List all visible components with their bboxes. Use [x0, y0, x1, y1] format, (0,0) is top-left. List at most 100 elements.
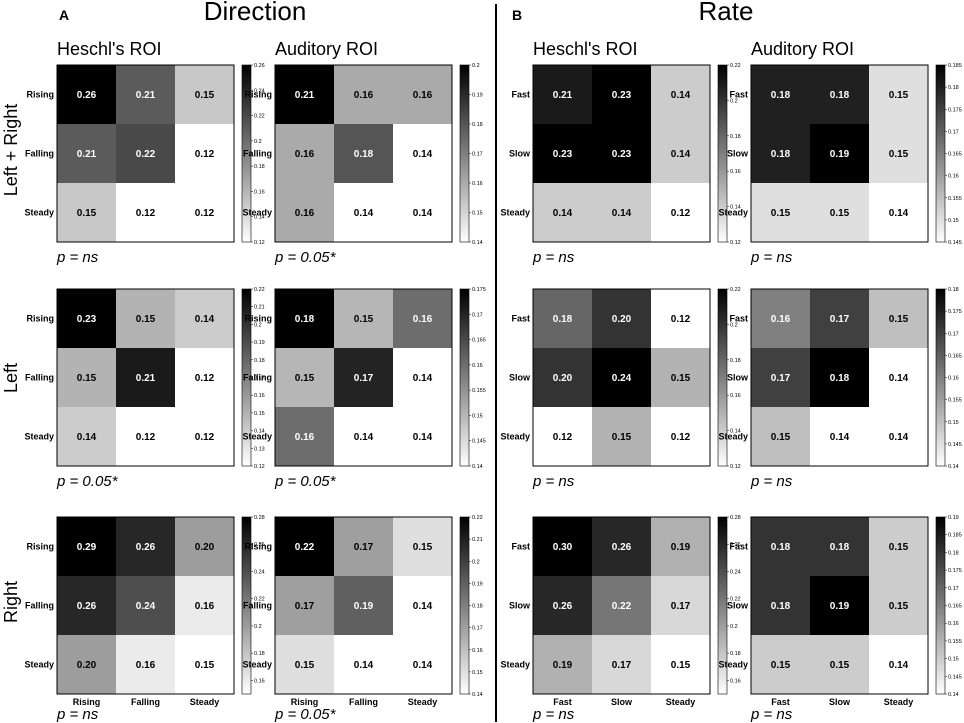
heatmap-cell — [116, 289, 175, 348]
column-label: Fast — [553, 697, 572, 707]
heatmap-cell — [533, 576, 592, 635]
cell-value-label: 0.19 — [671, 542, 691, 553]
colorbar-tick-label: 0.12 — [254, 464, 265, 470]
cell-value-label: 0.22 — [612, 601, 632, 612]
heatmap-cell — [334, 517, 393, 576]
row-label: Fast — [729, 542, 748, 552]
colorbar-tick-label: 0.22 — [730, 597, 741, 603]
colorbar-tick-label: 0.16 — [948, 174, 959, 180]
colorbar-tick-label: 0.16 — [254, 678, 265, 684]
cell-value-label: 0.12 — [671, 208, 691, 219]
heatmap-cell — [175, 407, 234, 466]
cell-value-label: 0.18 — [354, 149, 374, 160]
cell-value-label: 0.12 — [195, 149, 215, 160]
cell-value-label: 0.14 — [354, 432, 374, 443]
heatmap-cell — [393, 576, 452, 635]
heatmap-cell — [275, 65, 334, 124]
heatmap-cell — [175, 517, 234, 576]
row-label: Steady — [242, 432, 272, 442]
heatmap-cell — [651, 635, 710, 694]
colorbar-tick-label: 0.14 — [948, 464, 959, 470]
heatmap-frame — [274, 64, 453, 243]
roi-title-rate-auditory: Auditory ROI — [751, 39, 854, 59]
cell-value-label: 0.14 — [553, 208, 573, 219]
heatmap-rate-auditory-roi-right: 0.18 0.18 0.15 0.18 0.19 0.15 0.15 0.15 0.14 Fast… — [718, 515, 961, 723]
heatmap-cell — [175, 576, 234, 635]
colorbar-tick-label: 0.16 — [472, 648, 483, 654]
cell-value-label: 0.15 — [889, 314, 909, 325]
column-label: Slow — [611, 697, 633, 707]
cell-value-label: 0.20 — [195, 542, 215, 553]
colorbar — [459, 64, 470, 243]
heatmap-cell — [751, 289, 810, 348]
p-value-label: p = 0.05* — [274, 706, 337, 723]
p-value-label: p = 0.05* — [274, 473, 337, 490]
cell-value-label: 0.18 — [771, 149, 791, 160]
heatmap-cell — [592, 576, 651, 635]
heatmap-cell — [592, 183, 651, 242]
heatmap-cell — [869, 407, 928, 466]
cell-value-label: 0.21 — [553, 90, 573, 101]
row-label: Slow — [509, 149, 531, 159]
heatmap-cell — [393, 65, 452, 124]
colorbar-tick-label: 0.12 — [254, 240, 265, 246]
colorbar — [717, 64, 728, 243]
heatmap-cell — [393, 289, 452, 348]
heatmap-cell — [592, 289, 651, 348]
colorbar-tick-label: 0.15 — [948, 218, 959, 224]
colorbar-tick-label: 0.22 — [730, 63, 741, 69]
row-label: Rising — [26, 314, 54, 324]
colorbar-tick-label: 0.18 — [730, 651, 741, 657]
heatmap-cell — [869, 289, 928, 348]
colorbar-tick-label: 0.24 — [254, 569, 265, 575]
column-label: Falling — [349, 697, 378, 707]
cell-value-label: 0.24 — [136, 601, 156, 612]
cell-value-label: 0.14 — [413, 208, 433, 219]
roi-title-rate-heschl: Heschl's ROI — [533, 39, 637, 59]
colorbar-tick-label: 0.185 — [948, 63, 962, 69]
colorbar-tick-label: 0.145 — [948, 674, 962, 680]
colorbar-tick-label: 0.17 — [948, 586, 959, 592]
heatmap-frame — [532, 516, 711, 695]
heatmap-cell — [57, 576, 116, 635]
heatmap-cell — [751, 124, 810, 183]
cell-value-label: 0.14 — [413, 601, 433, 612]
heatmap-rate-heschl-s-roi-left-right: 0.21 0.23 0.14 0.23 0.23 0.14 0.14 0.14 0.12 Fast… — [500, 63, 740, 266]
row-label: Steady — [718, 432, 748, 442]
heatmap-cell — [116, 348, 175, 407]
heatmap-frame — [56, 64, 235, 243]
colorbar-tick-label: 0.22 — [254, 114, 265, 120]
heatmap-cell — [393, 124, 452, 183]
colorbar-tick-label: 0.155 — [948, 639, 962, 645]
heatmap-cell — [869, 348, 928, 407]
cell-value-label: 0.12 — [671, 314, 691, 325]
row-label: Steady — [242, 208, 272, 218]
heatmap-cell — [592, 65, 651, 124]
cell-value-label: 0.15 — [830, 208, 850, 219]
colorbar-tick-label: 0.145 — [948, 442, 962, 448]
heatmap-cell — [651, 65, 710, 124]
cell-value-label: 0.17 — [830, 314, 850, 325]
heatmap-cell — [592, 635, 651, 694]
heatmap-cell — [275, 407, 334, 466]
heatmap-frame — [750, 64, 929, 243]
colorbar — [935, 288, 946, 467]
colorbar-tick-label: 0.22 — [472, 515, 483, 521]
cell-value-label: 0.14 — [413, 149, 433, 160]
heatmap-cell — [810, 183, 869, 242]
heatmap-frame — [750, 516, 929, 695]
colorbar-tick-label: 0.14 — [254, 429, 265, 435]
heatmap-cell — [275, 517, 334, 576]
colorbar — [459, 288, 470, 467]
colorbar — [717, 288, 728, 467]
cell-value-label: 0.14 — [671, 149, 691, 160]
heatmap-cell — [592, 348, 651, 407]
colorbar-tick-label: 0.16 — [254, 189, 265, 195]
row-label: Steady — [500, 432, 530, 442]
colorbar-tick-label: 0.18 — [948, 287, 959, 293]
colorbar-tick-label: 0.18 — [948, 85, 959, 91]
colorbar-tick-label: 0.16 — [472, 363, 483, 369]
heatmap-cell — [116, 407, 175, 466]
roi-title-direction-auditory: Auditory ROI — [275, 39, 378, 59]
